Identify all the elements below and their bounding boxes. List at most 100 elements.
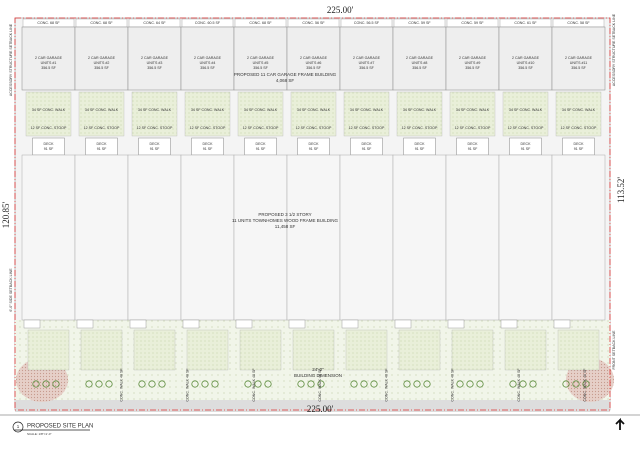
garage-area: 356.5 SF (359, 66, 374, 70)
garage-area: 356.5 SF (571, 66, 586, 70)
garage-name: 2 CAR GARAGE (88, 56, 116, 60)
front-walk-label: CONC. WALK 48 SF (517, 368, 521, 402)
deck-area: 91 SF (309, 147, 319, 151)
walk-label: 34 SF CONC. WALK (403, 108, 437, 112)
walk (237, 91, 284, 137)
deck-label: DECK (44, 142, 55, 146)
townhome (445, 154, 500, 321)
shrub (370, 380, 378, 388)
shrub (105, 380, 113, 388)
garage-title: PROPOSED 11 CAR GARAGE FRAME BUILDING (234, 72, 337, 77)
front-walk-label: CONC. WALK 48 SF (318, 368, 322, 402)
stoop (447, 319, 465, 329)
front-walk-label: CONC. WALK 48 SF (451, 368, 455, 402)
garage-unit-no: UNITS #11 (570, 61, 588, 65)
townhome (286, 154, 341, 321)
slab-label: CONC. 60.5 SF (195, 21, 221, 25)
shrub (244, 380, 252, 388)
shrub (350, 380, 358, 388)
stoop-label: 12 SF CONC. STOOP (508, 126, 544, 130)
shrub (158, 380, 166, 388)
walk-label: 34 SF CONC. WALK (509, 108, 543, 112)
garage-unit-no: UNITS #10 (517, 61, 535, 65)
shrub (191, 380, 199, 388)
garage-unit (21, 26, 76, 91)
shrub (423, 380, 431, 388)
deck-label: DECK (150, 142, 161, 146)
garage-area: 356.5 SF (41, 66, 56, 70)
slab-label: CONC. 56.5 SF (354, 21, 380, 25)
garage-area: 356.5 SF (94, 66, 109, 70)
deck-label: DECK (256, 142, 267, 146)
garage-unit-no: UNITS #6 (306, 61, 322, 65)
shrub (211, 380, 219, 388)
deck-area: 91 SF (521, 147, 531, 151)
shrub (413, 380, 421, 388)
deck-area: 91 SF (44, 147, 54, 151)
garage-name: 2 CAR GARAGE (247, 56, 275, 60)
deck-area: 91 SF (203, 147, 213, 151)
shrub (360, 380, 368, 388)
walk-label: 34 SF CONC. WALK (191, 108, 225, 112)
stoop-label: 12 SF CONC. STOOP (402, 126, 438, 130)
townhome (339, 154, 394, 321)
dimension: 120.85' (1, 201, 11, 228)
stoop-label: 12 SF CONC. STOOP (561, 126, 597, 130)
slab-label: CONC. 56 SF (302, 21, 325, 25)
stoop-label: 12 SF CONC. STOOP (190, 126, 226, 130)
garage-name: 2 CAR GARAGE (353, 56, 381, 60)
stoop-label: 12 SF CONC. STOOP (137, 126, 173, 130)
garage-area: 356.5 SF (147, 66, 162, 70)
shrub (572, 380, 580, 388)
shrub (201, 380, 209, 388)
garage-unit (286, 26, 341, 91)
walk-label: 34 SF CONC. WALK (138, 108, 172, 112)
deck-area: 91 SF (150, 147, 160, 151)
walk (449, 91, 496, 137)
setback-label: 6'-0" SIDE SETBACK LINE (9, 268, 13, 312)
garage-unit (498, 26, 553, 91)
walk (343, 91, 390, 137)
shrub (264, 380, 272, 388)
townhome (74, 154, 129, 321)
shrub (562, 380, 570, 388)
shrub (52, 380, 60, 388)
front-walk-label: CONC. WALK 48 SF (119, 368, 123, 402)
garage-area: 356.5 SF (306, 66, 321, 70)
front-yard (345, 329, 388, 371)
building-subtitle: 11 UNITS TOWNHOMES WOOD FRAME BUILDING (232, 218, 339, 223)
shrub (32, 380, 40, 388)
building-title: PROPOSED 3 1/2 STORY (258, 212, 311, 217)
stoop-label: 12 SF CONC. STOOP (455, 126, 491, 130)
deck-area: 91 SF (415, 147, 425, 151)
garage-name: 2 CAR GARAGE (565, 56, 593, 60)
townhome (127, 154, 182, 321)
walk (502, 91, 549, 137)
plan-title: PROPOSED SITE PLAN (27, 424, 93, 430)
townhome (392, 154, 447, 321)
shrub (529, 380, 537, 388)
plan-number: 1 (17, 424, 20, 429)
garage-unit-no: UNITS #4 (200, 61, 216, 65)
shrub (509, 380, 517, 388)
slab-label: CONC. 59 SF (408, 21, 431, 25)
garage-unit (74, 26, 129, 91)
townhome (21, 154, 76, 321)
walk (25, 91, 72, 137)
garage-unit (392, 26, 447, 91)
stoop-label: 12 SF CONC. STOOP (84, 126, 120, 130)
deck-label: DECK (415, 142, 426, 146)
walk-label: 34 SF CONC. WALK (244, 108, 278, 112)
slab-label: CONC. 58 SF (567, 21, 590, 25)
garage-name: 2 CAR GARAGE (194, 56, 222, 60)
stoop-label: 12 SF CONC. STOOP (243, 126, 279, 130)
walk (131, 91, 178, 137)
dimension: 113.52' (616, 177, 626, 203)
shrub (85, 380, 93, 388)
front-walk-label: CONC. WALK 48 SF (186, 368, 190, 402)
deck-area: 91 SF (468, 147, 478, 151)
front-yard (186, 329, 229, 371)
stoop-label: 12 SF CONC. STOOP (296, 126, 332, 130)
shrub (254, 380, 262, 388)
